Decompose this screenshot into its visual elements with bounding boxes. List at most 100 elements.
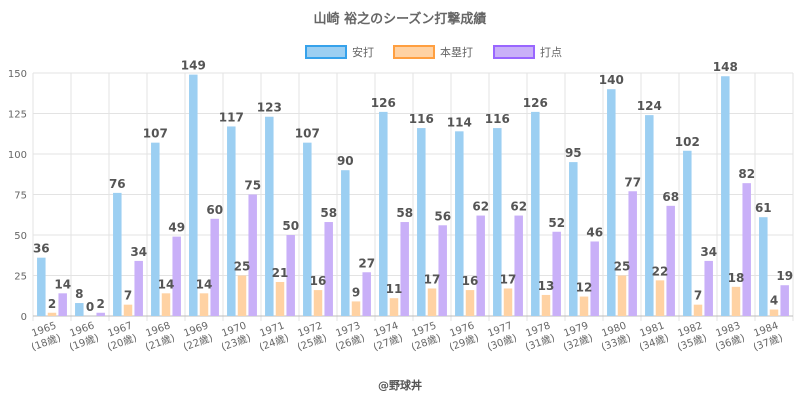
bar [96,312,105,316]
data-label: 124 [637,99,662,113]
bar [731,286,741,316]
bar [75,303,84,316]
bar [389,298,399,316]
bar [742,183,751,316]
bar [286,235,295,316]
y-tick-label: 50 [14,231,27,242]
bar [465,290,475,316]
data-label: 76 [109,177,126,191]
bar [780,285,789,316]
bar [313,290,323,316]
data-label: 21 [272,266,289,280]
bar [645,115,654,317]
data-label: 27 [358,256,375,270]
x-tick-label: 1980(33歳) [596,320,633,353]
data-label: 95 [565,146,582,160]
bar [113,192,122,316]
legend: 安打 本塁打 打点 [305,45,562,59]
bar [617,275,627,316]
x-tick-label: 1969(22歳) [178,320,215,353]
bar [666,205,675,316]
x-tick-label: 1984(37歳) [748,320,785,353]
bar [248,194,257,316]
y-tick-label: 25 [14,272,27,283]
bar [693,304,703,316]
data-label: 4 [770,294,778,308]
data-label: 123 [257,101,282,115]
data-label: 36 [33,242,50,256]
bar [759,217,768,316]
data-label: 75 [244,179,261,193]
bar [503,288,513,316]
data-label: 34 [700,245,717,259]
y-tick-label: 0 [21,312,27,323]
x-tick-label: 1974(27歳) [368,320,405,353]
data-label: 46 [586,225,603,239]
data-label: 116 [485,112,510,126]
bars [37,74,789,317]
legend-swatch [305,45,347,59]
bar [362,272,371,316]
bar [324,222,333,316]
data-label: 107 [295,127,320,141]
data-label: 148 [713,60,738,74]
x-tick-label: 1966(19歳) [64,320,101,353]
data-label: 25 [614,260,631,274]
data-label: 77 [624,175,641,189]
data-label: 60 [206,203,223,217]
x-tick-label: 1965(18歳) [26,320,63,353]
data-label: 7 [694,289,702,303]
data-label: 16 [310,274,327,288]
bar [58,293,67,316]
bar [265,116,274,317]
data-label: 117 [219,110,244,124]
credit-text: @野球丼 [378,378,422,392]
bar [303,142,312,316]
data-label: 8 [75,287,83,301]
y-tick-label: 125 [8,110,27,121]
bar [493,128,502,316]
data-label: 14 [54,277,71,291]
data-label: 14 [196,277,213,291]
x-tick-label: 1982(35歳) [672,320,709,353]
bar [531,111,540,316]
bar [237,275,247,316]
bar [351,301,361,316]
y-tick-label: 75 [14,191,27,202]
data-label: 52 [548,216,565,230]
bar [379,111,388,316]
x-tick-label: 1968(21歳) [140,320,177,353]
data-label: 58 [396,206,413,220]
bar [476,215,485,316]
legend-label: 安打 [352,45,374,59]
legend-label: 本塁打 [440,45,473,59]
x-tick-label: 1972(25歳) [292,320,329,353]
bar [199,293,209,316]
bar [427,288,437,316]
x-axis: 1965(18歳)1966(19歳)1967(20歳)1968(21歳)1969… [26,320,785,353]
bar [151,142,160,316]
data-label: 17 [500,272,517,286]
data-label: 49 [168,221,185,235]
x-tick-label: 1983(36歳) [710,320,747,353]
x-tick-label: 1981(34歳) [634,320,671,353]
data-label: 50 [282,219,299,233]
x-tick-label: 1976(29歳) [444,320,481,353]
data-label: 34 [130,245,147,259]
data-label: 9 [352,285,360,299]
bar [541,294,551,316]
y-tick-label: 100 [8,150,27,161]
x-tick-label: 1975(28歳) [406,320,443,353]
y-tick-label: 150 [8,69,27,80]
bar [134,260,143,316]
data-label: 2 [97,297,105,311]
bar [341,170,350,316]
x-tick-label: 1973(26歳) [330,320,367,353]
data-label: 90 [337,154,354,168]
bar [628,191,637,316]
data-label: 68 [662,190,679,204]
bar [579,296,589,316]
data-label: 7 [124,289,132,303]
